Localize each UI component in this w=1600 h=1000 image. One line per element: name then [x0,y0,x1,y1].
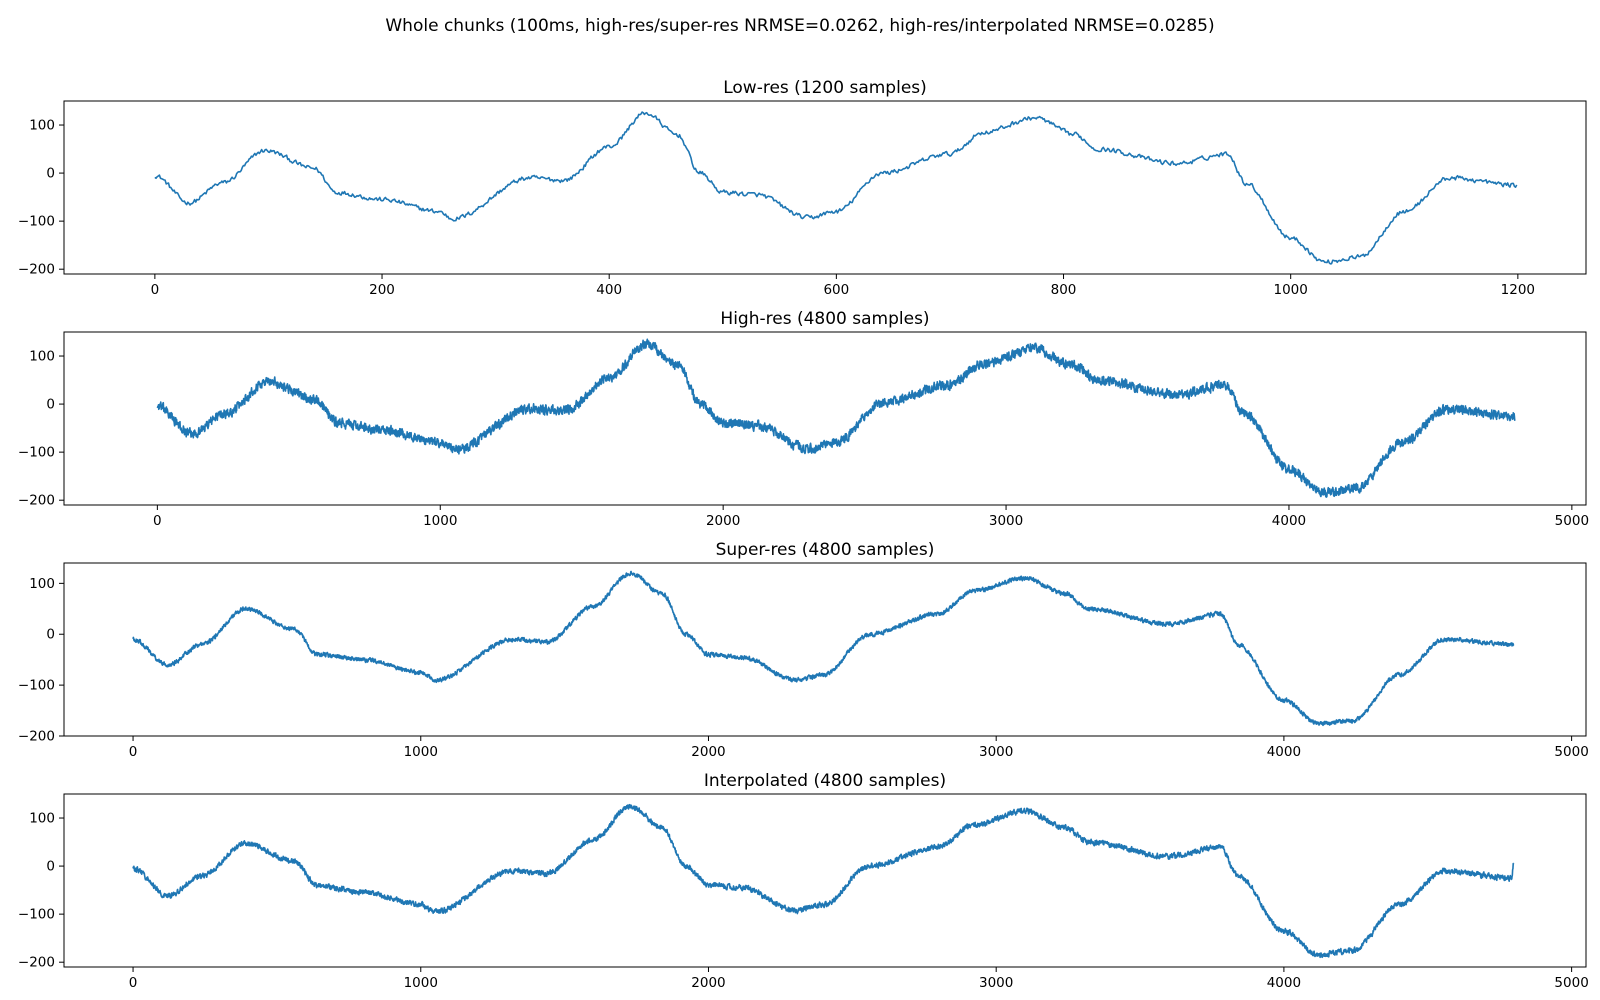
x-tick-label: 1000 [423,513,457,529]
x-tick-label: 1000 [404,975,438,991]
axes-frame [63,331,1587,506]
series-line [156,338,1516,498]
axes-frame [63,793,1587,968]
x-tick-label: 1000 [1274,282,1308,298]
x-tick-label: 4000 [1267,975,1301,991]
y-tick-label: −100 [18,214,55,230]
subplot-3: Super-res (4800 samples)0 1000 2000 3000 400… [18,540,1589,760]
subplot-4: Interpolated (4800 samples)0 1000 2000 3000… [18,771,1589,991]
x-tick-label: 3000 [979,744,1013,760]
series-line [132,803,1515,959]
x-tick-label: 0 [153,513,162,529]
series-line [132,570,1515,727]
x-tick-label: 200 [369,282,395,298]
axes-frame [63,562,1587,737]
y-tick-label: 0 [46,859,55,875]
y-tick-label: 0 [46,627,55,643]
y-tick-label: −200 [18,493,55,509]
x-tick-label: 1200 [1501,282,1535,298]
series-line [154,111,1518,265]
x-tick-label: 2000 [691,744,725,760]
x-tick-label: 5000 [1554,975,1588,991]
y-tick-label: −100 [18,907,55,923]
x-tick-label: 1000 [404,744,438,760]
subplot-title: High-res (4800 samples) [720,309,929,329]
subplot-2: High-res (4800 samples)0 1000 2000 3000 4000… [18,309,1589,529]
y-tick-label: 100 [29,349,55,365]
x-tick-label: 0 [151,282,160,298]
y-tick-label: −200 [18,729,55,745]
x-tick-label: 600 [823,282,849,298]
x-tick-label: 5000 [1554,744,1588,760]
x-tick-label: 0 [129,975,138,991]
x-tick-label: 4000 [1267,744,1301,760]
subplot-title: Low-res (1200 samples) [723,78,927,98]
y-tick-label: 100 [29,118,55,134]
subplot-1: Low-res (1200 samples)0 200 400 600 800 1000 1… [18,78,1587,298]
x-tick-label: 2000 [691,975,725,991]
subplot-title: Super-res (4800 samples) [716,540,935,560]
x-tick-label: 4000 [1272,513,1306,529]
axes-frame [63,100,1587,275]
x-tick-label: 3000 [979,975,1013,991]
y-tick-label: 0 [46,397,55,413]
x-tick-label: 5000 [1555,513,1589,529]
subplot-title: Interpolated (4800 samples) [704,771,946,791]
y-tick-label: −200 [18,955,55,971]
y-tick-label: 100 [29,811,55,827]
x-tick-label: 2000 [706,513,740,529]
x-tick-label: 0 [129,744,138,760]
x-tick-label: 3000 [989,513,1023,529]
y-tick-label: −100 [18,445,55,461]
y-tick-label: −200 [18,262,55,278]
y-tick-label: 100 [29,576,55,592]
x-tick-label: 800 [1051,282,1077,298]
figure-suptitle: Whole chunks (100ms, high-res/super-res … [385,16,1215,36]
x-tick-label: 400 [596,282,622,298]
y-tick-label: 0 [46,166,55,182]
y-tick-label: −100 [18,678,55,694]
